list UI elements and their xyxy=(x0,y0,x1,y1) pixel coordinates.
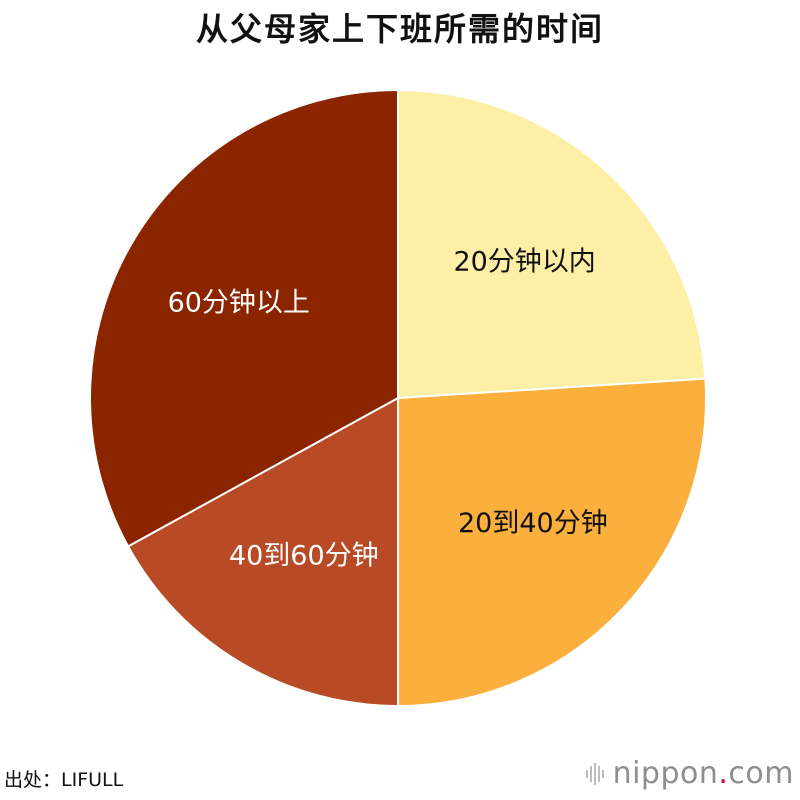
pie-slices xyxy=(89,88,707,708)
brand-name: nippon xyxy=(612,756,719,791)
chart-title: 从父母家上下班所需的时间 xyxy=(195,10,604,48)
nippon-logo: nippon. com xyxy=(585,756,794,791)
sound-wave-icon xyxy=(585,762,607,786)
pie-slice-2 xyxy=(397,377,707,708)
pie-slice-label-1: 20分钟以内 xyxy=(453,247,595,278)
pie-slice-label-4: 60分钟以上 xyxy=(168,287,310,318)
brand-tld: com xyxy=(728,756,794,791)
pie-slice-4 xyxy=(89,88,399,548)
brand-dot: . xyxy=(718,756,729,791)
pie-labels: 20分钟以内 20到40分钟 40到60分钟 60分钟以上 xyxy=(168,247,608,572)
pie-slice-label-2: 20到40分钟 xyxy=(458,508,608,539)
source-note: 出处：LIFULL xyxy=(4,769,124,791)
pie-slice-3 xyxy=(126,396,399,708)
pie-slice-label-3: 40到60分钟 xyxy=(229,541,379,572)
pie-slice-1 xyxy=(397,88,707,400)
